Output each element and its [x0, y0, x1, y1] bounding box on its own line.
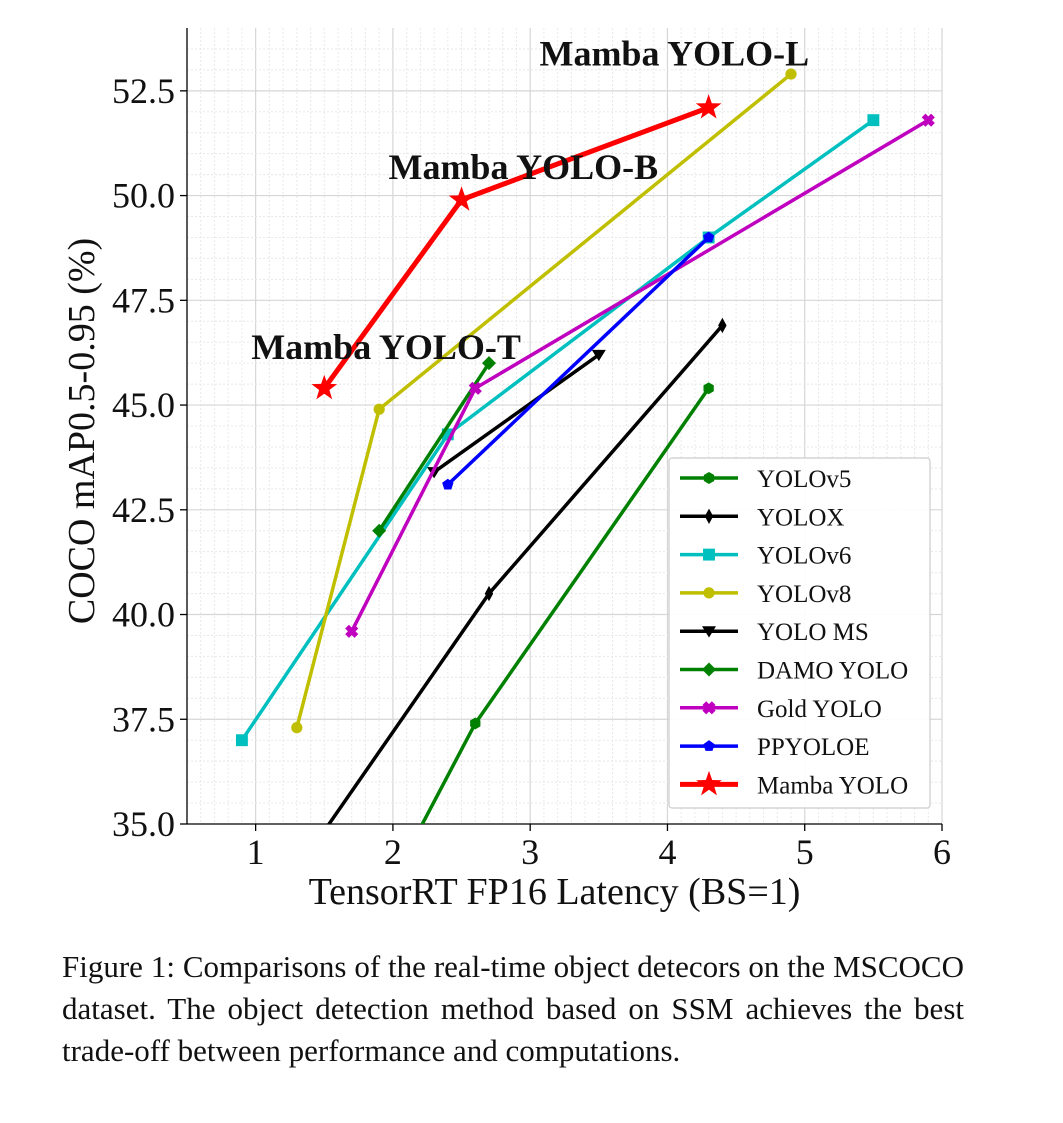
- data-point-marker: [470, 717, 481, 730]
- data-point-marker: [702, 701, 716, 715]
- series-lines: [235, 68, 935, 824]
- data-point-marker: [718, 317, 727, 334]
- series-yolov5: [420, 382, 714, 824]
- data-point-marker: [785, 68, 797, 80]
- data-point-marker: [921, 113, 935, 127]
- legend-item: Gold YOLO: [680, 696, 882, 723]
- data-point-marker: [311, 374, 338, 400]
- legend-label: YOLOX: [757, 504, 845, 531]
- data-point-marker: [703, 548, 715, 561]
- y-tick-label: 50.0: [112, 176, 175, 216]
- data-point-marker: [702, 231, 715, 243]
- y-tick-label: 37.5: [112, 699, 175, 739]
- data-point-marker: [695, 94, 722, 119]
- legend-label: Mamba YOLO: [757, 772, 908, 799]
- y-tick-label: 52.5: [112, 71, 175, 111]
- legend-label: YOLOv5: [757, 466, 851, 493]
- data-point-marker: [591, 349, 606, 362]
- data-point-marker: [482, 356, 496, 371]
- data-point-marker: [703, 472, 715, 484]
- annotation-label: Mamba YOLO-L: [539, 34, 809, 74]
- series-gold-yolo: [345, 113, 935, 638]
- x-tick-label: 2: [384, 832, 402, 872]
- legend-label: Gold YOLO: [757, 696, 882, 723]
- legend-item: YOLOX: [680, 504, 845, 531]
- legend: YOLOv5 YOLOX YOLOv6 YOLOv8 YOLO MS DAMO YOLO G…: [668, 457, 931, 809]
- data-point-marker: [704, 508, 714, 524]
- annotation-label: Mamba YOLO-T: [251, 327, 521, 367]
- x-tick-label: 5: [796, 832, 814, 872]
- data-point-marker: [441, 428, 454, 441]
- series-line: [240, 118, 875, 742]
- y-tick-label: 40.0: [112, 595, 175, 635]
- figure-caption: Figure 1: Comparisons of the real-time o…: [62, 949, 964, 1068]
- chart: 1 2 3 4 5 6 35.0 37.5 40.0 42.5 45.0 47.5 50.0 52.5 Te…: [61, 28, 951, 913]
- y-tick-label: 47.5: [112, 280, 175, 320]
- data-point-marker: [703, 382, 714, 395]
- x-tick-label: 3: [521, 832, 539, 872]
- legend-item: YOLOv8: [680, 581, 851, 608]
- data-point-marker: [373, 403, 385, 415]
- x-tick-label: 1: [247, 832, 265, 872]
- series-mamba-yolo: [311, 94, 722, 400]
- data-point-marker: [702, 662, 716, 677]
- legend-item: YOLO MS: [680, 619, 869, 646]
- data-point-marker: [291, 722, 303, 734]
- y-tick-label: 45.0: [112, 385, 175, 425]
- x-tick-label: 4: [658, 832, 676, 872]
- legend-item: PPYOLOE: [680, 734, 870, 761]
- legend-label: YOLOv6: [757, 543, 851, 570]
- legend-label: PPYOLOE: [757, 734, 870, 761]
- legend-item: Mamba YOLO: [680, 770, 908, 799]
- series-ppyoloe: [442, 231, 715, 490]
- axes: 1 2 3 4 5 6 35.0 37.5 40.0 42.5 45.0 47.5 50.0 52.5 Te…: [61, 28, 951, 913]
- data-point-marker: [696, 770, 722, 796]
- data-point-marker: [703, 740, 715, 751]
- y-tick-label: 42.5: [112, 490, 175, 530]
- y-tick-label: 35.0: [112, 804, 175, 844]
- legend-item: DAMO YOLO: [680, 658, 908, 685]
- data-point-marker: [703, 587, 715, 599]
- data-point-marker: [372, 523, 387, 538]
- data-point-marker: [235, 734, 248, 747]
- data-point-marker: [702, 626, 716, 638]
- series-yolov8: [291, 68, 797, 734]
- legend-item: YOLOv6: [680, 543, 851, 570]
- legend-label: DAMO YOLO: [757, 658, 908, 685]
- annotation-label: Mamba YOLO-B: [388, 147, 658, 187]
- data-point-marker: [442, 478, 454, 490]
- legend-label: YOLO MS: [757, 619, 869, 646]
- x-tick-label: 6: [933, 832, 951, 872]
- data-point-marker: [448, 186, 475, 211]
- legend-box: [668, 457, 931, 809]
- data-point-marker: [345, 624, 359, 638]
- data-point-marker: [867, 114, 880, 127]
- legend-label: YOLOv8: [757, 581, 851, 608]
- series-yolox: [326, 317, 727, 824]
- y-axis-label: COCO mAP0.5-0.95 (%): [61, 238, 103, 624]
- data-point-marker: [468, 381, 482, 395]
- x-axis-label: TensorRT FP16 Latency (BS=1): [309, 871, 801, 913]
- legend-item: YOLOv5: [680, 466, 851, 493]
- series-line: [433, 353, 600, 474]
- annotations: Mamba YOLO-T Mamba YOLO-B Mamba YOLO-L: [251, 34, 809, 367]
- data-point-marker: [484, 585, 494, 602]
- series-line: [446, 236, 710, 486]
